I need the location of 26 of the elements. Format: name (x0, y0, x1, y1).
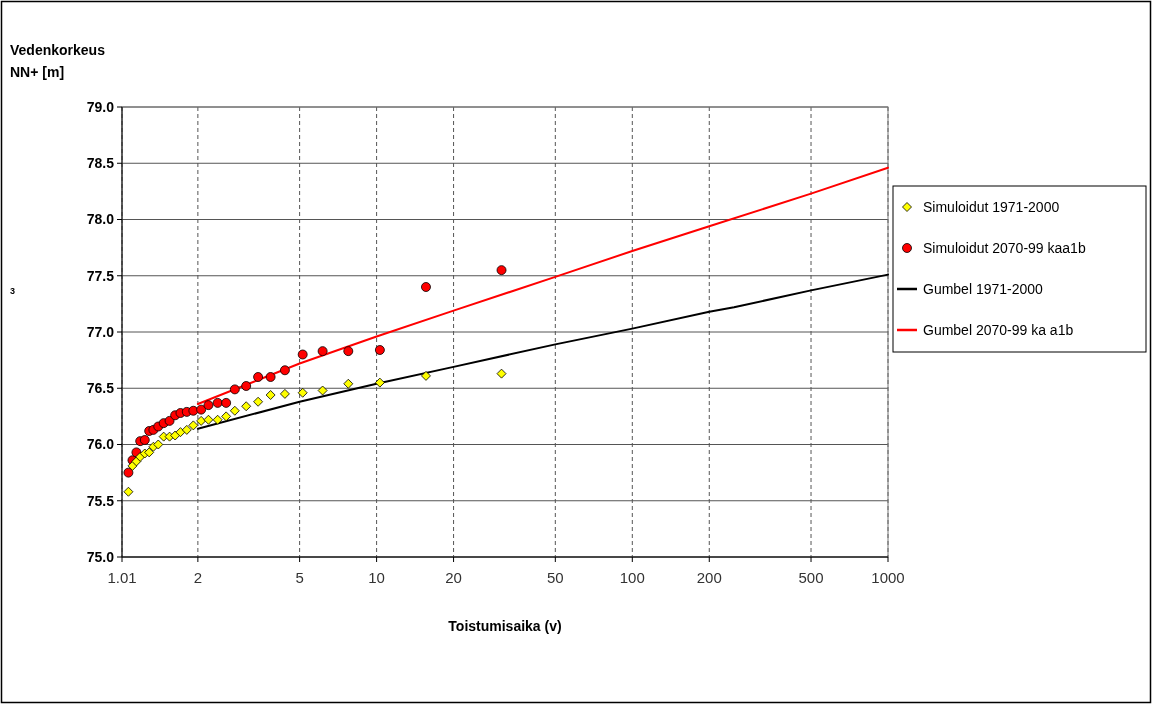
text: 3 (10, 286, 16, 296)
x-tick-label: 2 (193, 569, 203, 586)
y-tick-label: 77.5 (86, 267, 115, 284)
x-tick-label: 500 (798, 569, 824, 586)
x-axis-title: Toistumisaika (v) (448, 618, 562, 634)
x-tick-label: 10 (368, 569, 385, 586)
x-tick-label: 100 (619, 569, 645, 586)
x-tick-label: 1.01 (107, 569, 137, 586)
y-tick-label: 78.0 (86, 211, 115, 228)
y-axis-title: Vedenkorkeus NN+ [m] (10, 42, 106, 80)
y-tick-label: 79.0 (86, 98, 115, 115)
legend-label: Simuloidut 2070-99 kaa1b (923, 239, 1086, 256)
x-tick-label: 50 (546, 569, 564, 586)
y-tick-label: 77.0 (86, 323, 115, 340)
legend-label: Gumbel 1971-2000 (923, 280, 1044, 297)
x-tick-label: 5 (295, 569, 304, 586)
y-tick-label: 78.5 (86, 155, 115, 172)
y-tick-label: 75.0 (86, 548, 115, 565)
x-tick-label: 1000 (871, 569, 905, 586)
y-tick-label: 76.0 (86, 436, 115, 453)
y-tick-label: 75.5 (86, 492, 115, 509)
x-tick-label: 20 (445, 569, 462, 586)
x-tick-label: 200 (696, 569, 722, 586)
y-tick-label: 76.5 (86, 380, 115, 397)
legend-label: Gumbel 2070-99 ka a1b (923, 321, 1074, 338)
legend-label: Simuloidut 1971-2000 (923, 198, 1060, 215)
